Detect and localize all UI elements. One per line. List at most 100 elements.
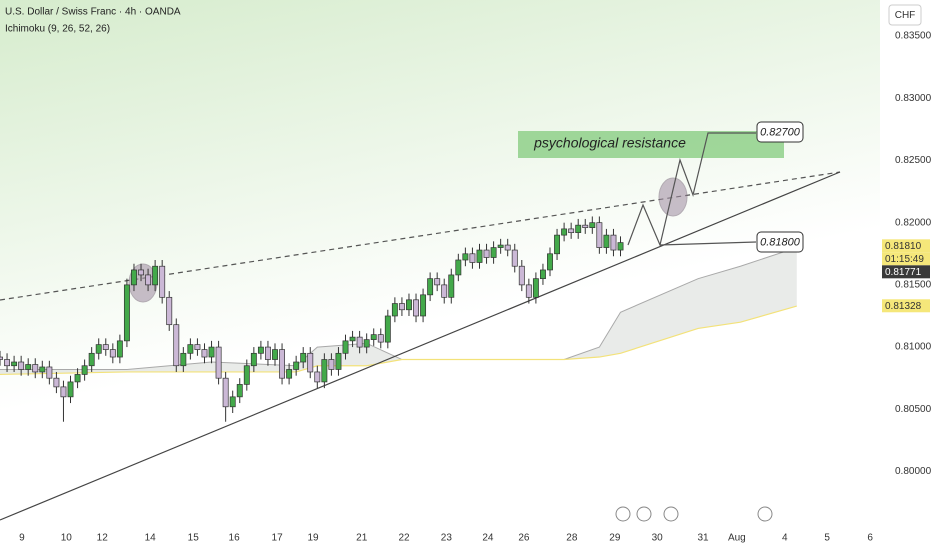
candle-body xyxy=(236,384,243,398)
x-tick-label: 31 xyxy=(697,533,709,544)
candle-body xyxy=(138,269,144,276)
plot-background xyxy=(0,0,880,525)
candle-body xyxy=(554,234,561,255)
candle-body xyxy=(0,356,3,360)
candle-body xyxy=(504,244,511,251)
candle-body xyxy=(32,364,39,373)
candle-body xyxy=(518,265,525,286)
candle-body xyxy=(264,346,271,360)
candle-body xyxy=(603,234,610,248)
currency-button[interactable] xyxy=(888,4,922,26)
candle-body xyxy=(582,224,589,229)
candle-body xyxy=(46,366,53,379)
candle-body xyxy=(575,224,582,233)
candle-body xyxy=(455,259,462,276)
candle-body xyxy=(476,249,483,263)
candle-body xyxy=(152,265,159,286)
x-tick-label: 22 xyxy=(398,533,410,544)
candle-body xyxy=(173,324,180,367)
candle-body xyxy=(166,296,173,326)
candle-body xyxy=(116,340,123,358)
price-tag xyxy=(882,239,930,253)
candle-body xyxy=(328,359,335,370)
x-tick-label: 29 xyxy=(609,533,621,544)
y-tick-label: 0.82000 xyxy=(895,217,932,228)
candle-body xyxy=(229,396,236,408)
candle-body xyxy=(427,278,434,296)
x-tick-label: 28 xyxy=(566,533,578,544)
candle-body xyxy=(370,334,377,340)
candle-body xyxy=(462,253,469,261)
chart-title: U.S. Dollar / Swiss Franc · 4h · OANDA xyxy=(5,7,181,18)
cloud-area xyxy=(0,247,797,375)
projection-path xyxy=(627,132,756,247)
dashed-trendline xyxy=(0,171,841,301)
x-tick-label: 10 xyxy=(61,533,73,544)
candle-body xyxy=(293,361,300,370)
candle-body xyxy=(610,234,617,251)
candle-body xyxy=(384,315,391,343)
bottom-icons xyxy=(615,506,773,522)
candle-body xyxy=(74,374,81,383)
event-icon[interactable] xyxy=(757,506,773,522)
candle-body xyxy=(420,294,427,317)
candle-body xyxy=(67,381,74,398)
candle-body xyxy=(568,228,575,233)
price-tag xyxy=(882,299,930,313)
candle-body xyxy=(123,284,130,342)
candle-body xyxy=(194,344,201,350)
y-tick-label: 0.82500 xyxy=(895,155,932,166)
x-tick-label: 23 xyxy=(441,533,453,544)
y-tick-label: 0.83000 xyxy=(895,93,932,104)
x-tick-label: 5 xyxy=(824,533,830,544)
price-tag-label: 0.81810 xyxy=(885,241,922,252)
zone-label: psychological resistance xyxy=(533,135,686,151)
event-icon[interactable] xyxy=(636,506,652,522)
candle-body xyxy=(497,244,504,248)
candle-body xyxy=(539,269,546,280)
x-tick-label: 4 xyxy=(782,533,788,544)
x-tick-label: 24 xyxy=(482,533,494,544)
x-tick-label: 15 xyxy=(188,533,200,544)
candle-body xyxy=(4,359,11,367)
x-tick-label: 21 xyxy=(356,533,368,544)
candle-body xyxy=(272,349,278,360)
candle-body xyxy=(547,253,553,271)
y-tick-label: 0.81000 xyxy=(895,342,932,353)
candle-body xyxy=(342,340,349,354)
candle-body xyxy=(187,344,194,354)
y-tick-label: 0.80000 xyxy=(895,466,932,477)
target-label: 0.82700 xyxy=(760,126,801,138)
candle-body xyxy=(561,228,568,236)
x-tick-label: 30 xyxy=(652,533,664,544)
candle-body xyxy=(596,222,603,248)
candle-body xyxy=(441,284,448,298)
candle-body xyxy=(617,242,624,251)
candle-body xyxy=(109,349,116,358)
x-tick-label: 9 xyxy=(19,533,25,544)
highlight-circle xyxy=(658,177,688,217)
candle-body xyxy=(314,371,321,383)
candle-body xyxy=(250,352,257,367)
indicator-label: Ichimoku (9, 26, 52, 26) xyxy=(5,24,110,35)
support-box xyxy=(756,231,804,253)
countdown-label: 01:15:49 xyxy=(885,254,924,265)
candle-body xyxy=(391,303,398,317)
candle-body xyxy=(201,349,208,358)
candle-body xyxy=(243,365,250,385)
price-tag-label: 0.81328 xyxy=(885,301,922,312)
x-tick-label: 26 xyxy=(518,533,530,544)
price-tag xyxy=(882,265,930,279)
event-icon[interactable] xyxy=(663,506,679,522)
candle-body xyxy=(222,377,229,408)
candles xyxy=(0,216,624,422)
x-tick-label: 6 xyxy=(867,533,873,544)
candle-body xyxy=(398,303,405,311)
candle-body xyxy=(95,344,102,354)
currency-label: CHF xyxy=(895,10,916,21)
candle-body xyxy=(145,274,152,286)
x-tick-label: 17 xyxy=(272,533,284,544)
event-icon[interactable] xyxy=(615,506,631,522)
y-tick-label: 0.83500 xyxy=(895,31,932,42)
